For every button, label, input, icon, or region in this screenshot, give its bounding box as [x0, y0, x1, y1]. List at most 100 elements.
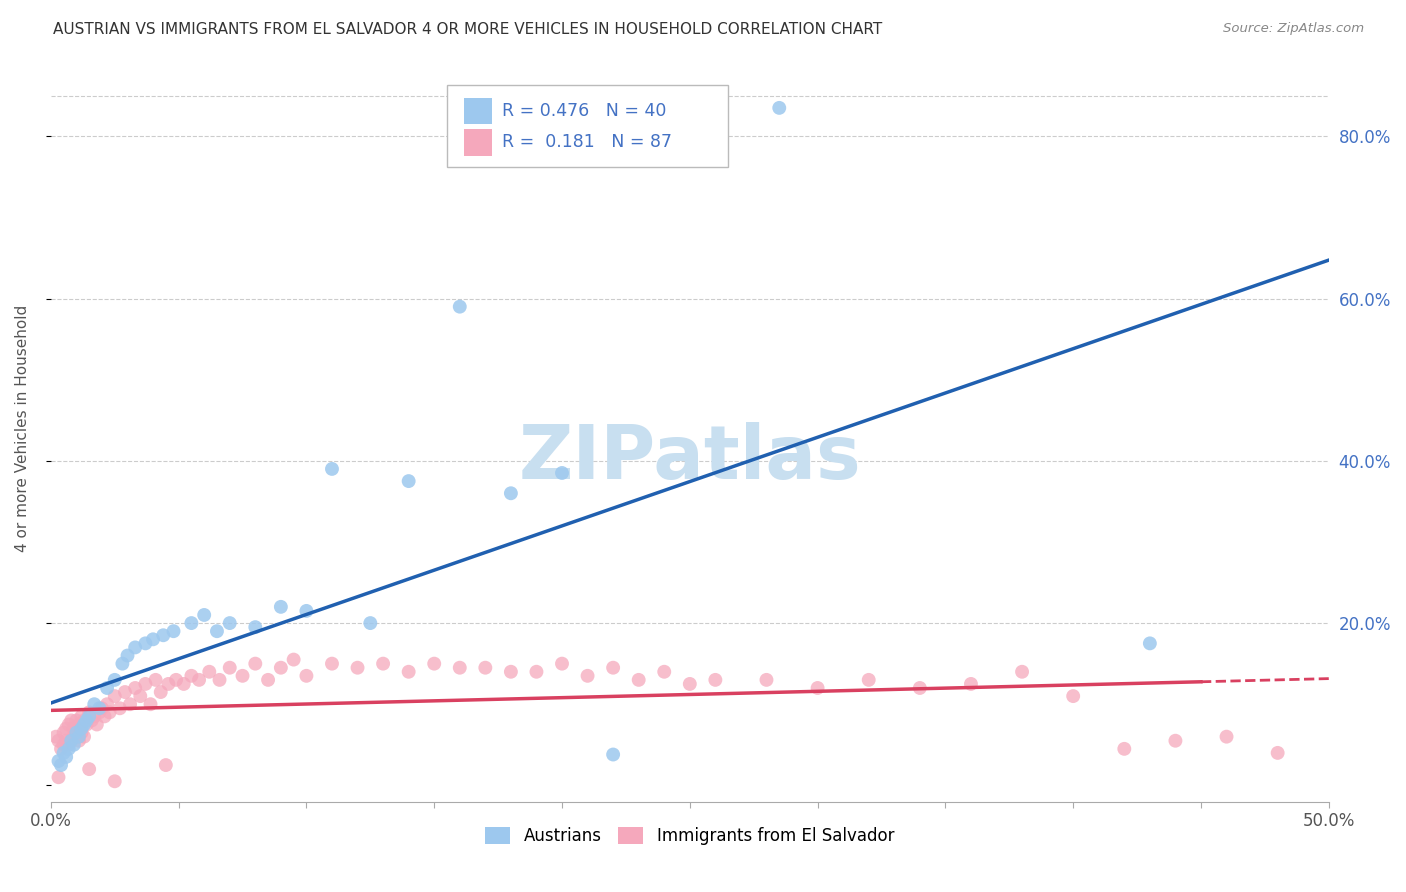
- Point: [283, 652, 305, 666]
- Point: [55, 733, 77, 747]
- Point: [73, 730, 96, 744]
- Point: [89, 706, 111, 720]
- Point: [48, 754, 70, 768]
- Point: [526, 665, 548, 679]
- Point: [149, 685, 172, 699]
- Point: [858, 673, 880, 687]
- Point: [602, 661, 624, 675]
- Point: [295, 604, 318, 618]
- Point: [1011, 665, 1033, 679]
- Point: [205, 624, 228, 639]
- Point: [73, 717, 96, 731]
- Point: [499, 665, 522, 679]
- Point: [63, 738, 86, 752]
- Point: [96, 681, 118, 695]
- Point: [58, 717, 80, 731]
- Point: [77, 706, 100, 720]
- Point: [960, 677, 983, 691]
- Point: [98, 706, 121, 720]
- Point: [1062, 689, 1084, 703]
- Point: [124, 681, 146, 695]
- Point: [48, 733, 70, 747]
- Point: [180, 616, 202, 631]
- Point: [45, 730, 67, 744]
- Point: [63, 722, 86, 736]
- Point: [114, 685, 136, 699]
- Point: [77, 709, 100, 723]
- Point: [165, 673, 187, 687]
- Point: [270, 599, 292, 614]
- Point: [120, 697, 142, 711]
- Point: [627, 673, 650, 687]
- Text: AUSTRIAN VS IMMIGRANTS FROM EL SALVADOR 4 OR MORE VEHICLES IN HOUSEHOLD CORRELAT: AUSTRIAN VS IMMIGRANTS FROM EL SALVADOR …: [53, 22, 883, 37]
- Point: [60, 714, 83, 728]
- Point: [180, 669, 202, 683]
- Point: [60, 733, 83, 747]
- Legend: Austrians, Immigrants from El Salvador: Austrians, Immigrants from El Salvador: [485, 827, 894, 846]
- Point: [96, 697, 118, 711]
- Point: [768, 101, 790, 115]
- Point: [104, 689, 127, 703]
- Point: [679, 677, 702, 691]
- Point: [155, 758, 177, 772]
- Point: [73, 714, 96, 728]
- Point: [93, 709, 115, 723]
- Point: [1114, 742, 1136, 756]
- Point: [208, 673, 231, 687]
- Point: [1215, 730, 1237, 744]
- Point: [76, 717, 98, 731]
- Point: [145, 673, 167, 687]
- Text: R =  0.181   N = 87: R = 0.181 N = 87: [502, 134, 672, 152]
- Point: [474, 661, 496, 675]
- Text: Source: ZipAtlas.com: Source: ZipAtlas.com: [1223, 22, 1364, 36]
- Point: [67, 733, 90, 747]
- Point: [80, 714, 103, 728]
- Point: [652, 665, 675, 679]
- Point: [70, 722, 93, 736]
- Point: [245, 620, 267, 634]
- Point: [89, 701, 111, 715]
- Point: [704, 673, 727, 687]
- Y-axis label: 4 or more Vehicles in Household: 4 or more Vehicles in Household: [15, 305, 30, 552]
- Point: [449, 300, 471, 314]
- Point: [551, 657, 574, 671]
- Text: ZIPatlas: ZIPatlas: [519, 422, 860, 495]
- Point: [1267, 746, 1289, 760]
- Point: [65, 714, 87, 728]
- Point: [576, 669, 599, 683]
- Point: [52, 725, 75, 739]
- Point: [77, 762, 100, 776]
- Point: [86, 717, 108, 731]
- Point: [70, 725, 93, 739]
- Point: [63, 730, 86, 744]
- Text: R = 0.476   N = 40: R = 0.476 N = 40: [502, 102, 666, 120]
- Point: [104, 774, 127, 789]
- Point: [398, 474, 420, 488]
- Point: [371, 657, 394, 671]
- Point: [157, 677, 180, 691]
- Point: [449, 661, 471, 675]
- Point: [142, 632, 165, 647]
- Point: [139, 697, 162, 711]
- Point: [104, 673, 127, 687]
- Point: [321, 657, 343, 671]
- Point: [58, 742, 80, 756]
- Point: [218, 661, 240, 675]
- Point: [152, 628, 174, 642]
- Point: [91, 701, 114, 715]
- Point: [124, 640, 146, 655]
- Point: [52, 738, 75, 752]
- Point: [58, 738, 80, 752]
- Point: [67, 730, 90, 744]
- Point: [551, 466, 574, 480]
- Point: [1139, 636, 1161, 650]
- Point: [423, 657, 446, 671]
- Point: [188, 673, 211, 687]
- Point: [398, 665, 420, 679]
- Point: [321, 462, 343, 476]
- Point: [295, 669, 318, 683]
- Point: [67, 717, 90, 731]
- Point: [117, 648, 139, 663]
- Point: [602, 747, 624, 762]
- Point: [198, 665, 221, 679]
